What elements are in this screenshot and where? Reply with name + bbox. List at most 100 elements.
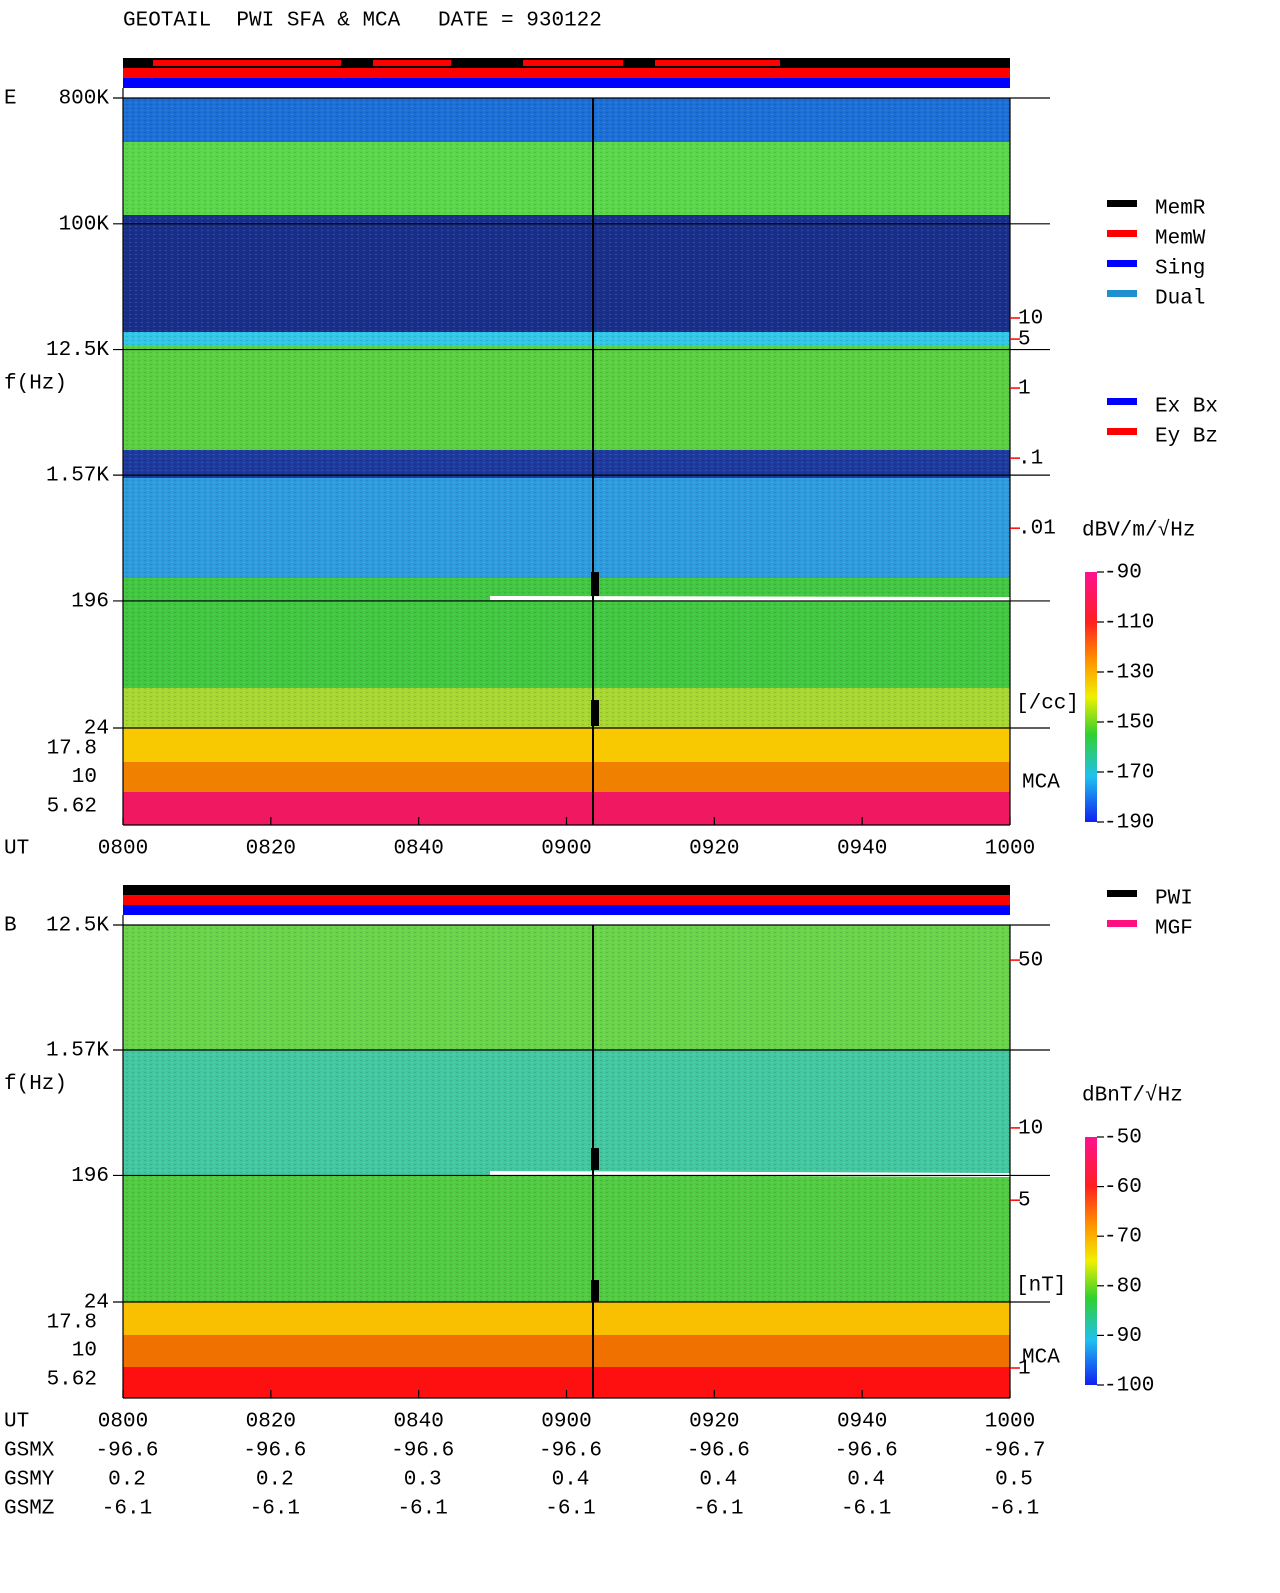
mca-channel-label: 5.62	[47, 795, 97, 818]
x-tick-label: 0900	[541, 1411, 591, 1434]
x-tick-label: 0820	[246, 1411, 296, 1434]
x-tick-label: 0920	[689, 1411, 739, 1434]
orbit-value: -96.6	[243, 1440, 306, 1463]
orbit-value: -6.1	[545, 1498, 595, 1521]
orbit-value: -6.1	[989, 1498, 1039, 1521]
orbit-value: 0.4	[699, 1469, 737, 1492]
x-tick-label: 1000	[985, 838, 1035, 861]
x-tick-label: 0920	[689, 838, 739, 861]
legend-swatch	[1107, 920, 1137, 927]
x-tick-label: 0940	[837, 838, 887, 861]
chart-title: GEOTAIL PWI SFA & MCA DATE = 930122	[123, 10, 602, 33]
colorbar-b	[1085, 1137, 1097, 1385]
colorbar-tick-label: -90	[1104, 562, 1142, 585]
orbit-value: 0.2	[256, 1469, 294, 1492]
orbit-value: -96.6	[687, 1440, 750, 1463]
y2-axis-label: [/cc]	[1016, 693, 1079, 716]
y2-tick-label: .1	[1018, 448, 1043, 471]
legend-label: PWI	[1155, 888, 1193, 911]
legend-label: Dual	[1155, 288, 1205, 311]
status-bars-b	[123, 885, 1010, 915]
y-tick-label: 1.57K	[46, 465, 109, 488]
y2-tick-label: 10	[1018, 1117, 1043, 1140]
x-axis-label: UT	[4, 1411, 29, 1434]
legend-label: MGF	[1155, 918, 1193, 941]
x-tick-label: 0940	[837, 1411, 887, 1434]
orbit-value: -96.6	[95, 1440, 158, 1463]
x-axis-label: UT	[4, 838, 29, 861]
colorbar-tick-label: -70	[1104, 1226, 1142, 1249]
mca-label: MCA	[1022, 772, 1060, 795]
orbit-value: -96.6	[391, 1440, 454, 1463]
y-tick-label: 100K	[59, 213, 110, 236]
legend-label: Sing	[1155, 258, 1205, 281]
y2-tick-label: 5	[1018, 1190, 1031, 1213]
legend-swatch	[1107, 260, 1137, 267]
panel-label: B	[4, 915, 17, 938]
orbit-value: -6.1	[693, 1498, 743, 1521]
x-tick-label: 0900	[541, 838, 591, 861]
y-tick-label: 12.5K	[46, 339, 109, 362]
spectrogram-e	[123, 98, 1011, 825]
legend-swatch	[1107, 398, 1137, 405]
legend-swatch	[1107, 428, 1137, 435]
y-axis-label: f(Hz)	[4, 373, 67, 396]
legend-swatch	[1107, 890, 1137, 897]
colorbar-tick-label: -170	[1104, 762, 1154, 785]
legend-label: MemW	[1155, 228, 1206, 251]
x-tick-label: 0840	[393, 1411, 443, 1434]
mca-channel-label: 10	[72, 766, 97, 789]
y2-tick-label: 1	[1018, 378, 1031, 401]
orbit-value: -6.1	[250, 1498, 300, 1521]
x-tick-label: 0800	[98, 838, 148, 861]
y-tick-label: 800K	[59, 88, 110, 111]
y2-tick-label: .01	[1018, 518, 1056, 541]
mca-label: MCA	[1022, 1347, 1060, 1370]
orbit-value: 0.4	[552, 1469, 590, 1492]
colorbar-tick-label: -100	[1104, 1375, 1154, 1398]
orbit-value: -96.7	[982, 1440, 1045, 1463]
colorbar-tick-label: -90	[1104, 1325, 1142, 1348]
y2-tick-label: 10	[1018, 308, 1043, 331]
colorbar-label: dBV/m/√Hz	[1082, 519, 1195, 543]
x-tick-label: 0800	[98, 1411, 148, 1434]
colorbar-tick-label: -130	[1104, 662, 1154, 685]
orbit-row-label: GSMY	[4, 1469, 55, 1492]
spectrogram-b	[123, 925, 1011, 1398]
legend-label: Ey Bz	[1155, 426, 1218, 449]
y-tick-label: 196	[71, 1165, 109, 1188]
legend-label: MemR	[1155, 198, 1206, 221]
colorbar-tick-label: -80	[1104, 1275, 1142, 1298]
orbit-value: -6.1	[102, 1498, 152, 1521]
mca-channel-label: 17.8	[47, 738, 97, 761]
colorbar-tick-label: -110	[1104, 612, 1154, 635]
y2-tick-label: 1	[1018, 1358, 1031, 1381]
y2-tick-label: 50	[1018, 950, 1043, 973]
y-tick-label: 24	[84, 1292, 109, 1315]
x-tick-label: 0840	[393, 838, 443, 861]
y-axis-label: f(Hz)	[4, 1073, 67, 1096]
legend-swatch	[1107, 230, 1137, 237]
orbit-value: 0.4	[847, 1469, 885, 1492]
colorbar-label: dBnT/√Hz	[1082, 1084, 1183, 1108]
orbit-row-label: GSMZ	[4, 1498, 54, 1521]
panel-label: E	[4, 88, 17, 111]
legend-label: Ex Bx	[1155, 396, 1218, 419]
orbit-value: -6.1	[841, 1498, 891, 1521]
orbit-value: 0.5	[995, 1469, 1033, 1492]
orbit-value: -96.6	[539, 1440, 602, 1463]
x-tick-label: 1000	[985, 1411, 1035, 1434]
orbit-value: -6.1	[397, 1498, 447, 1521]
y2-tick-label: 5	[1018, 329, 1031, 352]
mca-channel-label: 5.62	[47, 1369, 97, 1392]
orbit-row-label: GSMX	[4, 1440, 55, 1463]
y-tick-label: 24	[84, 718, 109, 741]
colorbar-tick-label: -150	[1104, 712, 1154, 735]
y2-axis-label: [nT]	[1016, 1275, 1066, 1298]
colorbar-e	[1085, 572, 1097, 822]
y-tick-label: 1.57K	[46, 1040, 109, 1063]
mca-channel-label: 17.8	[47, 1312, 97, 1335]
y-tick-label: 12.5K	[46, 915, 109, 938]
